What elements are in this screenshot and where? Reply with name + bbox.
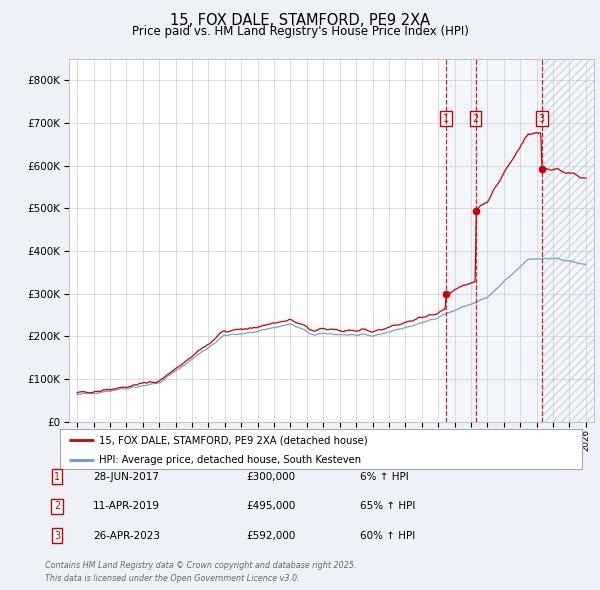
Text: 15, FOX DALE, STAMFORD, PE9 2XA: 15, FOX DALE, STAMFORD, PE9 2XA [170,13,430,28]
Text: HPI: Average price, detached house, South Kesteven: HPI: Average price, detached house, Sout… [99,455,361,466]
Bar [446,59,476,422]
Text: 6% ↑ HPI: 6% ↑ HPI [360,472,409,481]
Text: £300,000: £300,000 [246,472,295,481]
Text: 15, FOX DALE, STAMFORD, PE9 2XA (detached house): 15, FOX DALE, STAMFORD, PE9 2XA (detache… [99,435,368,445]
Text: Price paid vs. HM Land Registry's House Price Index (HPI): Price paid vs. HM Land Registry's House … [131,25,469,38]
Text: 28-JUN-2017: 28-JUN-2017 [93,472,159,481]
Text: 2: 2 [472,114,479,124]
Text: 11-APR-2019: 11-APR-2019 [93,502,160,511]
Text: 26-APR-2023: 26-APR-2023 [93,531,160,540]
Bar [542,59,594,422]
Bar [476,59,542,422]
Bar [542,59,594,422]
Text: 60% ↑ HPI: 60% ↑ HPI [360,531,415,540]
Text: 3: 3 [54,531,60,540]
Text: 1: 1 [443,114,449,124]
Text: 2: 2 [54,502,60,511]
Text: 3: 3 [539,114,545,124]
Text: £592,000: £592,000 [246,531,295,540]
Text: £495,000: £495,000 [246,502,295,511]
Text: 1: 1 [54,472,60,481]
Text: 65% ↑ HPI: 65% ↑ HPI [360,502,415,511]
Text: Contains HM Land Registry data © Crown copyright and database right 2025.
This d: Contains HM Land Registry data © Crown c… [45,562,356,583]
